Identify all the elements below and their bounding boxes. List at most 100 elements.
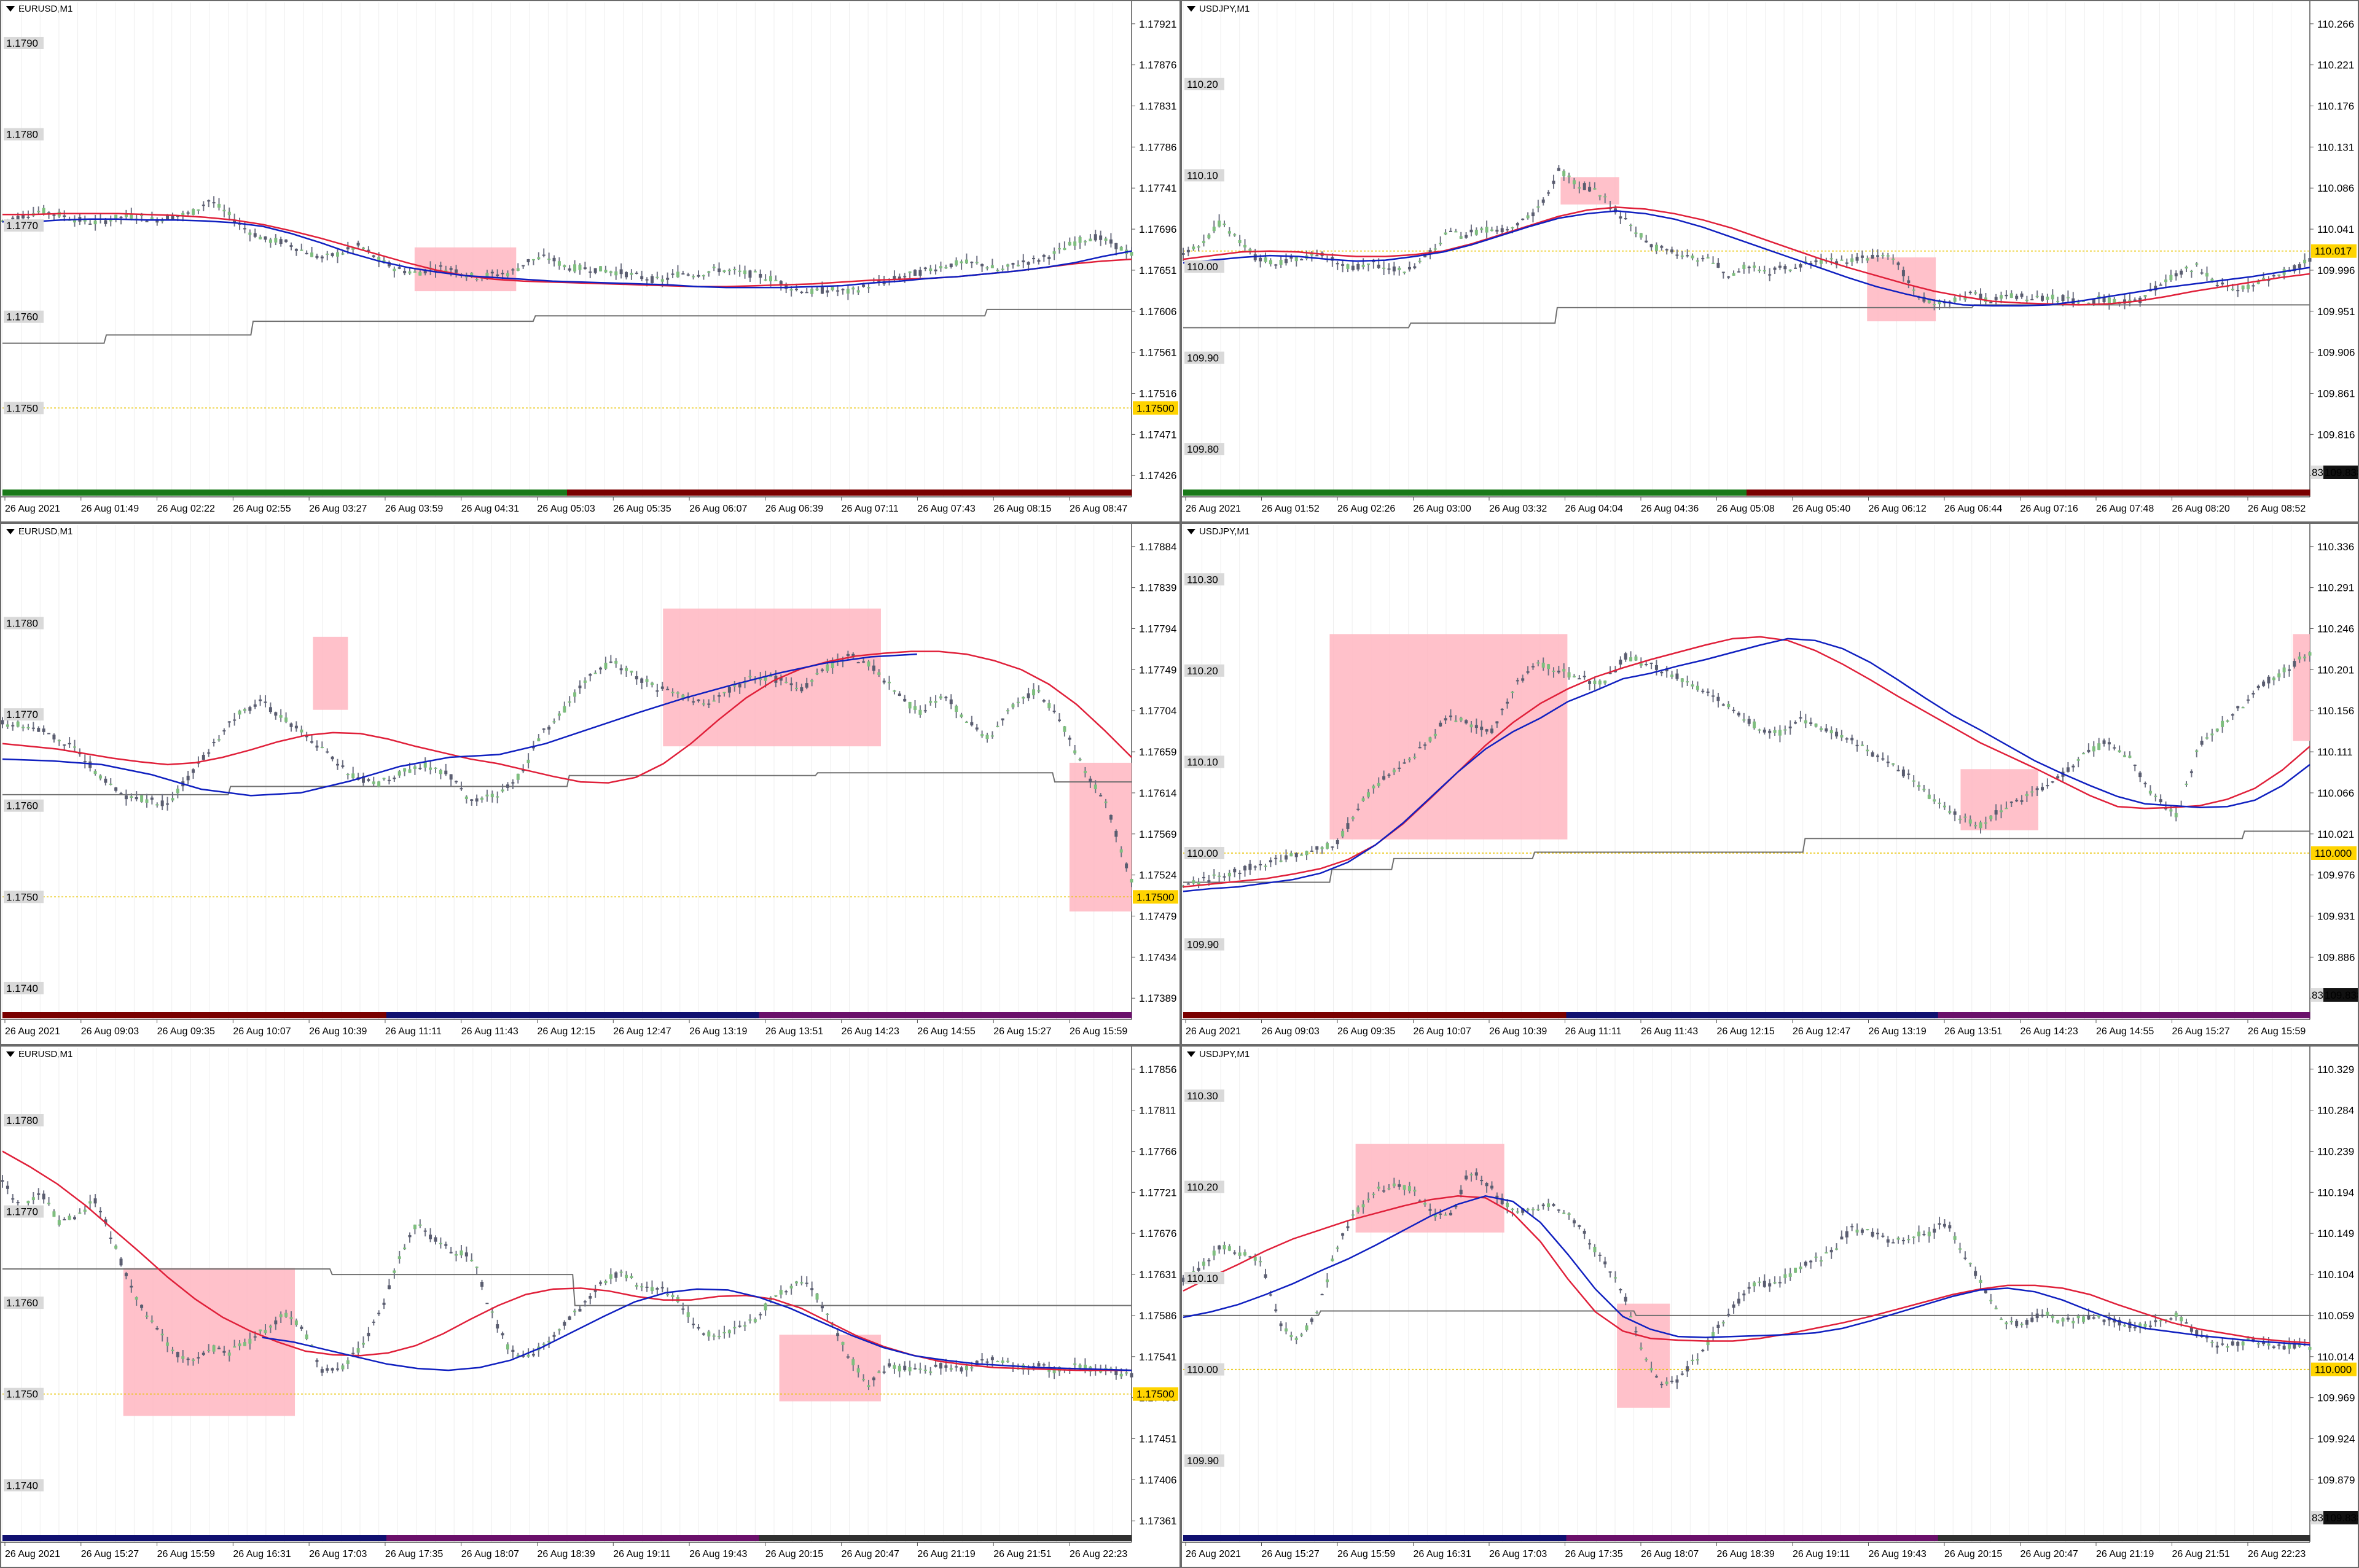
candle-body (923, 710, 927, 712)
session-bar (702, 1535, 714, 1541)
chart-pane-usdjpy-2[interactable]: USDJPY,M1 110.30 110.20 110.10 110.00 109.90… (1181, 523, 2359, 1045)
candle-body (310, 741, 314, 743)
time-label: 26 Aug 02:26 (1337, 504, 1395, 514)
candle-body (1001, 268, 1004, 270)
candle-body (320, 1369, 324, 1373)
chart-menu-triangle-icon[interactable] (6, 529, 15, 534)
chart-pane-eurusd-2[interactable]: EURUSD,M1 1.1780 1.1770 1.1760 1.1750 1.1740… (0, 523, 1181, 1045)
candle-body (1552, 670, 1555, 672)
candle-body (831, 662, 834, 668)
session-bar (93, 1535, 104, 1541)
time-label: 26 Aug 06:07 (689, 504, 747, 514)
candle-body (1649, 662, 1653, 664)
candle-body (671, 1295, 675, 1297)
candle-body (2241, 707, 2245, 709)
chart-canvas[interactable]: 110.30110.20110.10110.00109.90110.329110… (1182, 1047, 2358, 1567)
session-bar (996, 1012, 1008, 1018)
candle-body (1387, 268, 1391, 270)
candle-body (1227, 1246, 1231, 1251)
candle-body (511, 269, 515, 271)
time-label: 26 Aug 11:43 (461, 1026, 518, 1037)
candle-body (2308, 258, 2312, 262)
chart-pane-eurusd-3[interactable]: EURUSD,M1 1.1780 1.1770 1.1760 1.1750 1.1740… (0, 1045, 1181, 1568)
session-bar (307, 1012, 319, 1018)
chart-menu-triangle-icon[interactable] (1187, 1051, 1195, 1057)
candle-body (166, 215, 170, 220)
chart-pane-usdjpy-1[interactable]: USDJPY,M1 110.20 110.10 110.00 109.90 109.80… (1181, 0, 2359, 523)
time-label: 26 Aug 10:07 (1414, 1026, 1471, 1037)
candle-body (2020, 293, 2024, 297)
candle-body (1716, 1324, 1720, 1328)
candle-body (964, 722, 968, 724)
session-bar (1769, 1012, 1781, 1018)
session-bar (1509, 1535, 1522, 1541)
time-label: 26 Aug 15:27 (2172, 1026, 2230, 1037)
chart-menu-triangle-icon[interactable] (6, 6, 15, 12)
candle-body (166, 1342, 170, 1346)
candle-body (496, 1324, 499, 1329)
left-price-label: 1.1740 (4, 1479, 44, 1492)
chart-canvas[interactable]: 110.30110.20110.10110.00109.90110.336110… (1182, 524, 2358, 1044)
session-bar (635, 1535, 647, 1541)
candle-body (686, 274, 690, 276)
candle-body (1449, 1212, 1452, 1215)
session-bar (2129, 1535, 2142, 1541)
candle-body (1593, 188, 1597, 190)
chart-menu-triangle-icon[interactable] (6, 1051, 15, 1057)
session-bar (2095, 490, 2108, 496)
session-bar (1735, 1012, 1747, 1018)
candle-body (1907, 1239, 1911, 1241)
candle-body (810, 289, 814, 294)
chart-pane-eurusd-1[interactable]: EURUSD,M1 1.1790 1.1780 1.1770 1.1760 1.1750… (0, 0, 1181, 523)
session-bar (1983, 1012, 1995, 1018)
chart-canvas[interactable]: 1.17801.17701.17601.17501.17401.178841.1… (1, 524, 1180, 1044)
right-price-label: 1.17541 (1139, 1351, 1176, 1363)
session-bar (1971, 490, 1984, 496)
right-price-label: 1.17471 (1139, 429, 1176, 440)
candle-body (872, 1377, 875, 1381)
candle-body (630, 273, 633, 275)
candle-body (506, 784, 509, 788)
candle-body (2226, 720, 2229, 722)
candle-body (1963, 297, 1967, 300)
candle-body (1557, 1209, 1560, 1211)
candle-body (150, 217, 154, 220)
candle-body (470, 799, 474, 801)
candle-body (320, 256, 324, 259)
session-bar (104, 490, 116, 496)
candle-body (351, 1352, 355, 1354)
left-price-label-text: 110.10 (1187, 170, 1218, 181)
candle-body (903, 698, 907, 702)
chart-pane-usdjpy-3[interactable]: USDJPY,M1 110.30 110.20 110.10 110.00 109.90… (1181, 1045, 2359, 1568)
candle-body (140, 1305, 144, 1308)
chart-menu-triangle-icon[interactable] (1187, 6, 1195, 12)
session-bar (1882, 1535, 1893, 1541)
session-bar (1007, 1012, 1019, 1018)
candle-body (300, 729, 303, 733)
session-bar (1938, 490, 1950, 496)
chart-canvas[interactable]: 1.17801.17701.17601.17501.17401.178561.1… (1, 1047, 1180, 1567)
candle-body (2061, 1318, 2065, 1322)
candle-body (526, 1354, 530, 1357)
candle-body (805, 683, 808, 688)
session-bar (47, 1012, 60, 1018)
chart-canvas[interactable]: 1.17901.17801.17701.17601.17501.179211.1… (1, 1, 1180, 521)
candle-body (130, 213, 133, 219)
candle-body (784, 681, 788, 683)
session-bar (25, 1535, 37, 1541)
time-label: 26 Aug 17:03 (309, 1549, 367, 1559)
session-bar (194, 490, 206, 496)
chart-menu-triangle-icon[interactable] (1187, 529, 1195, 534)
session-bar (1859, 490, 1871, 496)
candle-body (557, 261, 561, 266)
session-bar (2073, 1535, 2085, 1541)
candle-body (727, 270, 731, 271)
candle-body (57, 739, 61, 741)
session-bar (1509, 1012, 1522, 1018)
candle-body (2133, 299, 2137, 302)
session-bar (205, 1012, 217, 1018)
candle-body (361, 776, 365, 783)
session-bar (815, 1012, 827, 1018)
chart-canvas[interactable]: 110.20110.10110.00109.90109.80110.266110… (1182, 1, 2358, 521)
candle-body (1433, 733, 1437, 736)
